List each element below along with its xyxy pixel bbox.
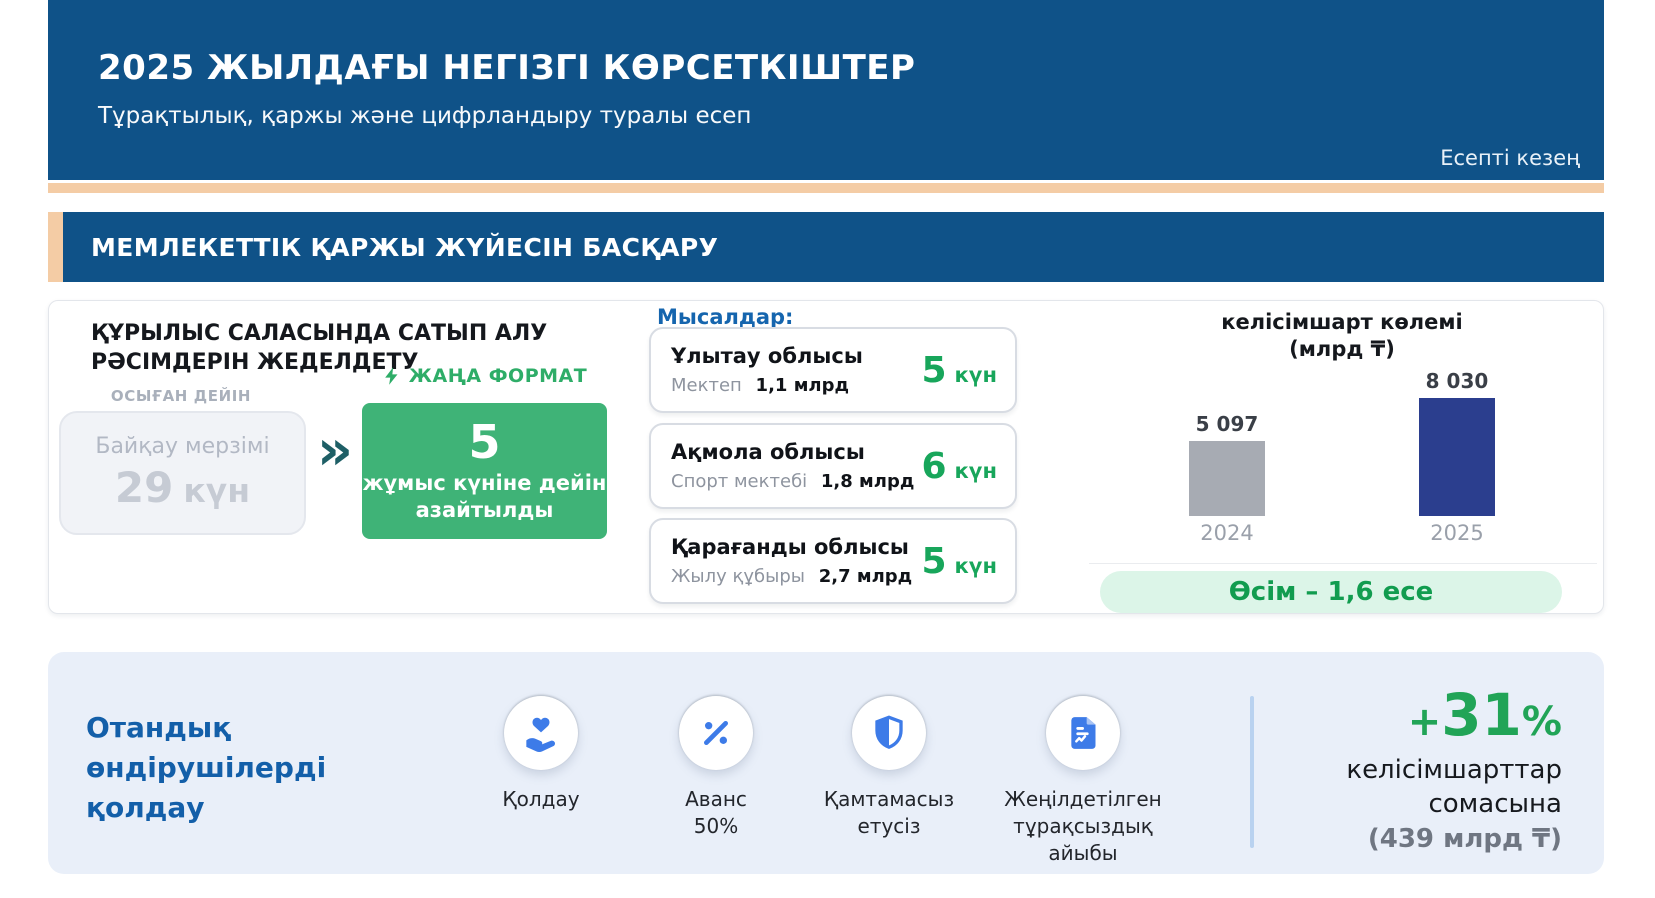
- percent-icon: [696, 713, 736, 753]
- bar-group: 5 097 2024: [1189, 412, 1265, 545]
- result-caption: келісімшарттар сомасына: [1346, 755, 1562, 819]
- bar-value-label: 5 097: [1195, 412, 1259, 436]
- example-days-unit: күн: [954, 362, 997, 387]
- bar-value-label: 8 030: [1425, 369, 1489, 393]
- example-days-unit: күн: [954, 553, 997, 578]
- example-days-value: 5: [921, 349, 947, 391]
- result-amount: (439 млрд ₸): [1367, 823, 1562, 854]
- support-item: Қолдау: [441, 696, 641, 813]
- procurement-heading: ҚҰРЫЛЫС САЛАСЫНДА САТЫП АЛУ РӘСІМДЕРІН Ж…: [91, 321, 548, 376]
- bar-year-label: 2024: [1200, 521, 1254, 545]
- example-region: Ақмола облысы: [671, 440, 865, 465]
- new-format-label: ЖАҢА ФОРМАТ: [408, 365, 588, 387]
- section-title: МЕМЛЕКЕТТІК ҚАРЖЫ ЖҮЙЕСІН БАСҚАРУ: [91, 232, 719, 262]
- after-value: 5: [468, 414, 501, 469]
- result-delta: +31%: [1407, 681, 1562, 749]
- support-item-label: Қолдау: [502, 787, 580, 811]
- example-object: Спорт мектебі: [671, 470, 808, 492]
- shield-icon: [869, 713, 909, 753]
- lightning-icon: [382, 366, 402, 386]
- bar-2024: [1189, 441, 1265, 516]
- example-card: Ұлытау облысы Мектеп 1,1 млрд 5 күн: [649, 327, 1017, 413]
- bar-group: 8 030 2025: [1419, 369, 1495, 545]
- example-region: Қарағанды облысы: [671, 535, 909, 560]
- before-caption: Байқау мерзімі: [95, 434, 270, 459]
- example-region: Ұлытау облысы: [671, 344, 863, 369]
- result-block: +31% келісімшарттар сомасына (439 млрд ₸…: [1222, 686, 1562, 854]
- chart-subtitle: (млрд ₸): [1289, 337, 1395, 362]
- header: 2025 ЖЫЛДАҒЫ НЕГІЗГІ КӨРСЕТКІШТЕР Тұрақт…: [48, 0, 1604, 180]
- bar-chart: 5 097 2024 8 030 2025: [1112, 359, 1572, 545]
- after-caption: жұмыс күніне дейін азайтылды: [362, 470, 607, 523]
- chart-separator: [1089, 563, 1597, 564]
- example-object: Жылу құбыры: [671, 565, 805, 587]
- support-divider: [1250, 696, 1254, 848]
- example-object: Мектеп: [671, 374, 742, 396]
- before-label: ОСЫҒАН ДЕЙІН: [110, 387, 252, 405]
- growth-pill: Өсім – 1,6 есе: [1100, 571, 1562, 613]
- page-title: 2025 ЖЫЛДАҒЫ НЕГІЗГІ КӨРСЕТКІШТЕР: [98, 48, 916, 88]
- procurement-card: ҚҰРЫЛЫС САЛАСЫНДА САТЫП АЛУ РӘСІМДЕРІН Ж…: [48, 300, 1604, 614]
- before-unit: күн: [183, 471, 251, 510]
- support-item-label: Қамтамасыз етусіз: [823, 787, 955, 838]
- support-item-label: Жеңілдетілген тұрақсыздық айыбы: [1004, 787, 1162, 865]
- support-item: Қамтамасыз етусіз: [789, 696, 989, 840]
- example-amount: 1,8 млрд: [820, 470, 915, 492]
- support-item: Жеңілдетілген тұрақсыздық айыбы: [983, 696, 1183, 867]
- page-subtitle: Тұрақтылық, қаржы және цифрландыру турал…: [98, 103, 752, 130]
- examples-title: Мысалдар:: [657, 305, 794, 329]
- after-box: 5 жұмыс күніне дейін азайтылды: [362, 403, 607, 539]
- chart-title: келісімшарт көлемі: [1221, 310, 1463, 334]
- support-card: Отандық өндірушілерді қолдау Қолдау: [48, 652, 1604, 874]
- before-box: Байқау мерзімі 29 күн: [59, 411, 306, 535]
- section-accent: [48, 212, 63, 282]
- section-bar: МЕМЛЕКЕТТІК ҚАРЖЫ ЖҮЙЕСІН БАСҚАРУ: [48, 212, 1604, 282]
- bar-year-label: 2025: [1430, 521, 1484, 545]
- bar-2025: [1419, 398, 1495, 516]
- report-period-label: Есепті кезең: [1440, 146, 1580, 170]
- support-item-label: Аванс 50%: [685, 787, 747, 838]
- header-accent-stripe: [48, 183, 1604, 193]
- example-card: Ақмола облысы Спорт мектебі 1,8 млрд 6 кү…: [649, 423, 1017, 509]
- support-item: Аванс 50%: [616, 696, 816, 840]
- example-amount: 1,1 млрд: [755, 374, 850, 396]
- hand-heart-icon: [521, 713, 561, 753]
- support-heading: Отандық өндірушілерді қолдау: [86, 711, 327, 824]
- document-icon: [1063, 713, 1103, 753]
- example-days-value: 6: [921, 445, 947, 487]
- before-value: 29: [114, 463, 174, 512]
- double-chevron-icon: »: [316, 418, 354, 483]
- growth-note: Өсім – 1,6 есе: [1228, 577, 1434, 607]
- example-days-unit: күн: [954, 458, 997, 483]
- example-amount: 2,7 млрд: [818, 565, 913, 587]
- example-days-value: 5: [921, 540, 947, 582]
